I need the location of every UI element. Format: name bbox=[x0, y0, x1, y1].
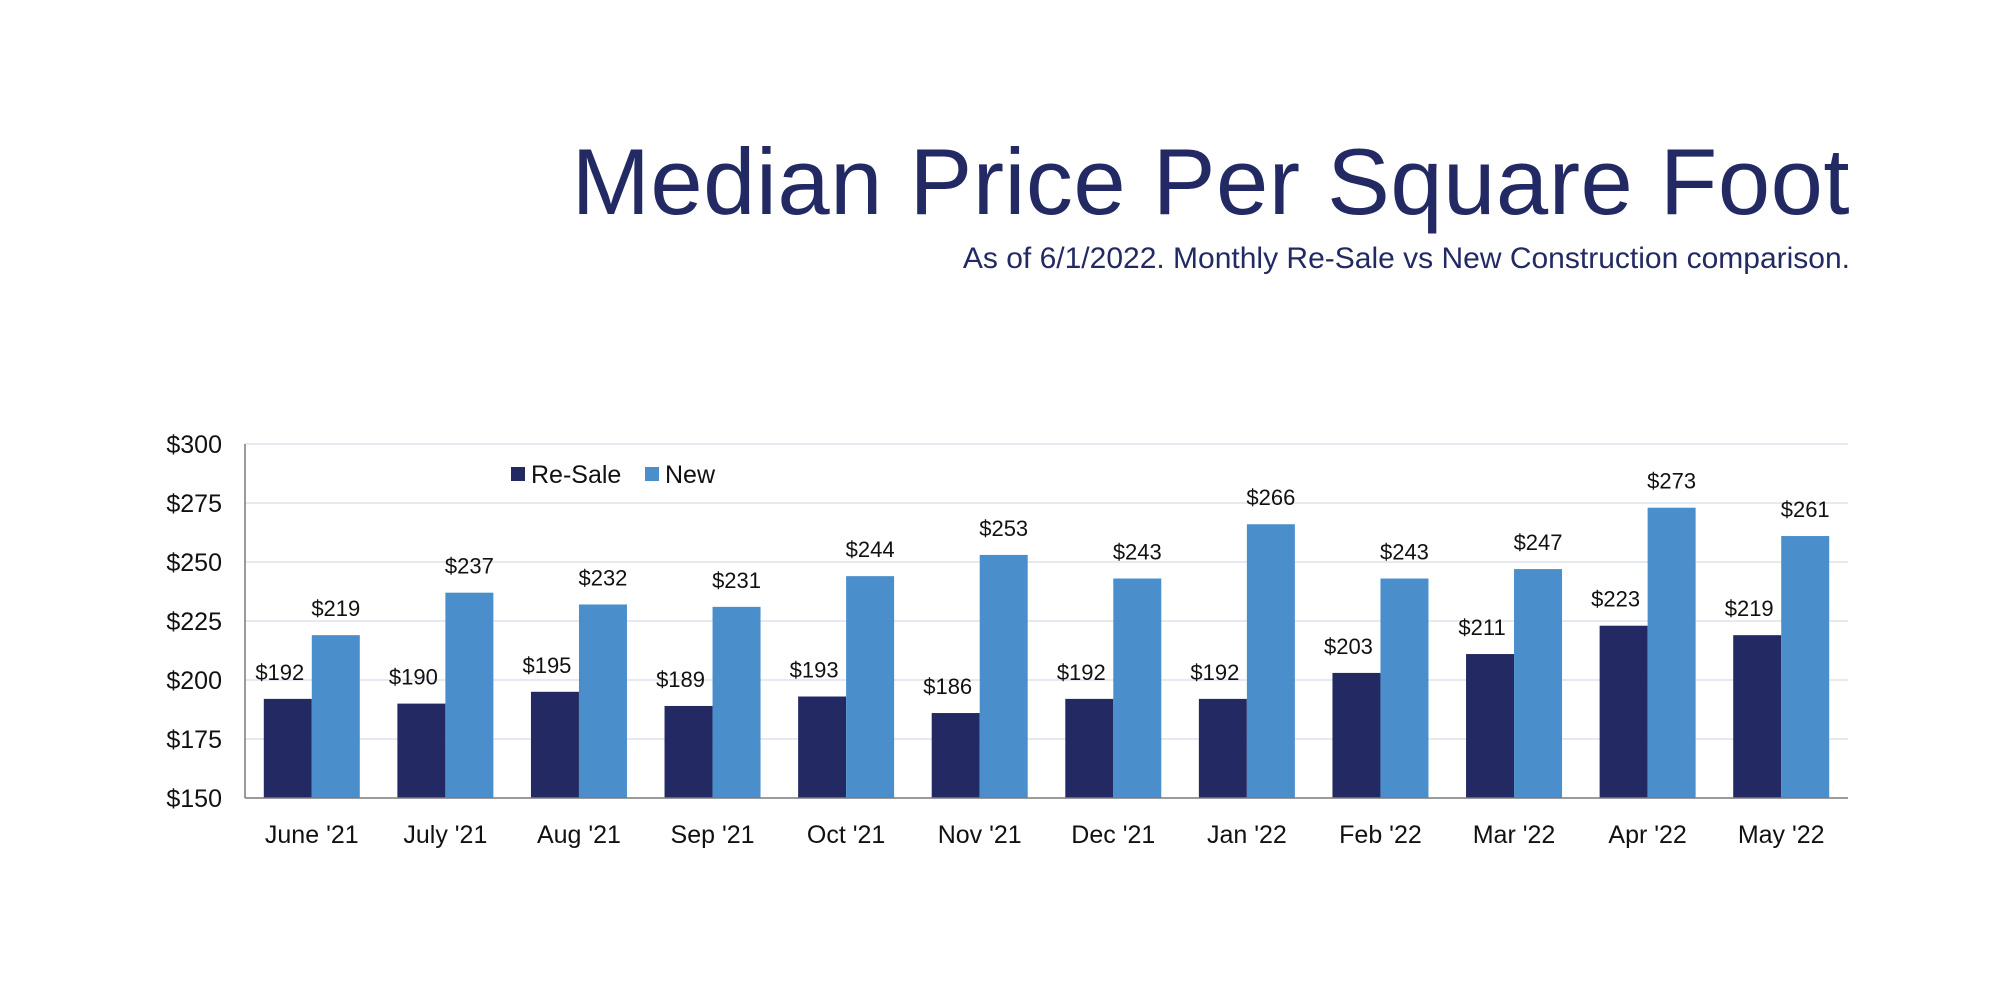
data-label-new: $237 bbox=[445, 554, 494, 579]
legend-label-new: New bbox=[665, 461, 716, 489]
y-tick-label: $200 bbox=[166, 667, 222, 695]
x-axis-ticks: June '21 July '21 Aug '21 Sep '21 Oct '21 Nov… bbox=[265, 821, 1825, 849]
x-tick-label: May '22 bbox=[1738, 821, 1825, 849]
chart-subtitle: As of 6/1/2022. Monthly Re-Sale vs New C… bbox=[962, 242, 1850, 275]
bar-resale bbox=[1065, 698, 1114, 798]
x-tick-label: Dec '21 bbox=[1071, 821, 1155, 849]
data-label-resale: $189 bbox=[656, 667, 705, 692]
bar-resale bbox=[1599, 625, 1648, 798]
legend-swatch-new bbox=[645, 467, 659, 481]
bar-new bbox=[1781, 536, 1830, 798]
y-tick-label: $175 bbox=[166, 726, 222, 754]
bar-resale bbox=[1466, 654, 1515, 798]
bar-resale bbox=[931, 713, 980, 798]
x-tick-label: Oct '21 bbox=[807, 821, 885, 849]
data-label-resale: $211 bbox=[1458, 615, 1505, 640]
chart-title: Median Price Per Square Foot bbox=[571, 129, 1850, 234]
legend-label-resale: Re-Sale bbox=[531, 461, 621, 489]
x-tick-label: Aug '21 bbox=[537, 821, 621, 849]
x-tick-label: Sep '21 bbox=[671, 821, 755, 849]
data-label-new: $243 bbox=[1113, 540, 1162, 565]
data-label-new: $247 bbox=[1514, 530, 1563, 555]
data-label-resale: $219 bbox=[1725, 596, 1774, 621]
data-label-new: $244 bbox=[846, 537, 895, 562]
bars bbox=[263, 507, 1830, 798]
data-label-resale: $190 bbox=[389, 665, 438, 690]
bar-resale bbox=[1332, 672, 1381, 798]
bar-new bbox=[979, 554, 1028, 798]
x-tick-label: Feb '22 bbox=[1339, 821, 1422, 849]
data-label-new: $243 bbox=[1380, 540, 1429, 565]
x-tick-label: Jan '22 bbox=[1207, 821, 1287, 849]
data-labels: $192 $219 $190 $237 $195 $232 $189 $231 $193 $244… bbox=[255, 469, 1829, 699]
y-tick-label: $225 bbox=[166, 608, 222, 636]
bar-new bbox=[1514, 569, 1563, 798]
bar-new bbox=[311, 635, 360, 798]
data-label-resale: $192 bbox=[255, 660, 304, 685]
bar-new bbox=[445, 592, 494, 798]
x-tick-label: June '21 bbox=[265, 821, 359, 849]
data-label-resale: $192 bbox=[1057, 660, 1106, 685]
y-tick-label: $275 bbox=[166, 490, 222, 518]
data-label-resale: $193 bbox=[790, 658, 839, 683]
bar-resale bbox=[798, 696, 847, 798]
data-label-new: $266 bbox=[1246, 485, 1295, 510]
bar-new bbox=[1647, 507, 1696, 798]
data-label-resale: $223 bbox=[1591, 587, 1640, 612]
x-tick-label: Nov '21 bbox=[938, 821, 1022, 849]
bar-resale bbox=[397, 703, 446, 798]
legend: Re-Sale New bbox=[511, 461, 716, 489]
bar-new bbox=[1246, 524, 1295, 798]
data-label-resale: $203 bbox=[1324, 634, 1373, 659]
y-axis-ticks: $150 $175 $200 $225 $250 $275 $300 bbox=[166, 431, 222, 813]
data-label-resale: $195 bbox=[522, 653, 571, 678]
data-label-new: $231 bbox=[712, 568, 761, 593]
bar-resale bbox=[1733, 635, 1782, 798]
x-tick-label: Apr '22 bbox=[1608, 821, 1686, 849]
data-label-resale: $192 bbox=[1190, 660, 1239, 685]
x-tick-label: July '21 bbox=[403, 821, 487, 849]
y-tick-label: $300 bbox=[166, 431, 222, 459]
x-tick-label: Mar '22 bbox=[1473, 821, 1556, 849]
bar-resale bbox=[664, 705, 713, 798]
gridlines bbox=[245, 443, 1848, 740]
data-label-new: $232 bbox=[578, 565, 627, 590]
data-label-new: $273 bbox=[1647, 469, 1696, 494]
bar-new bbox=[1380, 578, 1429, 798]
bar-resale bbox=[1198, 698, 1247, 798]
bar-resale bbox=[530, 691, 579, 798]
y-tick-label: $250 bbox=[166, 549, 222, 577]
data-label-new: $219 bbox=[311, 596, 360, 621]
bar-new bbox=[846, 576, 895, 798]
bar-resale bbox=[263, 698, 312, 798]
bar-new bbox=[712, 606, 761, 798]
legend-swatch-resale bbox=[511, 467, 525, 481]
data-label-resale: $186 bbox=[923, 674, 972, 699]
bar-new bbox=[578, 604, 627, 798]
y-tick-label: $150 bbox=[166, 785, 222, 813]
data-label-new: $261 bbox=[1781, 497, 1830, 522]
bar-new bbox=[1113, 578, 1162, 798]
data-label-new: $253 bbox=[979, 516, 1028, 541]
